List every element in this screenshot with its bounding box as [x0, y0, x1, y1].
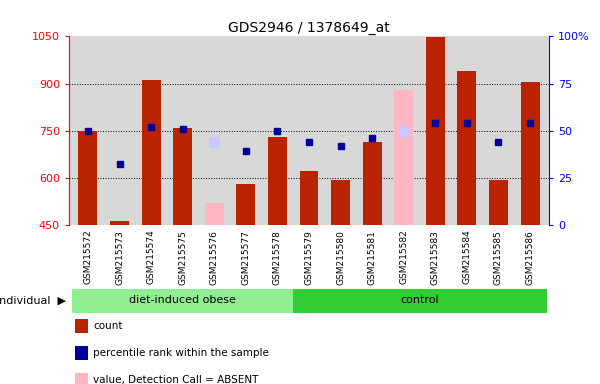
Bar [489, 180, 508, 225]
Bar [426, 37, 445, 225]
Text: GSM215572: GSM215572 [83, 230, 92, 285]
Bar [205, 203, 224, 225]
Text: count: count [93, 321, 122, 331]
Text: GSM215574: GSM215574 [146, 230, 155, 285]
Bar [331, 180, 350, 225]
Bar [521, 82, 539, 225]
Text: percentile rank within the sample: percentile rank within the sample [93, 348, 269, 358]
Text: GSM215578: GSM215578 [273, 230, 282, 285]
Text: GSM215575: GSM215575 [178, 230, 187, 285]
Bar [362, 142, 382, 225]
Bar [236, 184, 256, 225]
Text: GSM215579: GSM215579 [305, 230, 314, 285]
Text: GSM215580: GSM215580 [336, 230, 345, 285]
Bar [110, 220, 129, 225]
Bar [79, 131, 97, 225]
Title: GDS2946 / 1378649_at: GDS2946 / 1378649_at [228, 22, 390, 35]
Text: GSM215582: GSM215582 [399, 230, 408, 285]
Text: GSM215585: GSM215585 [494, 230, 503, 285]
Bar [142, 80, 161, 225]
Bar [268, 137, 287, 225]
Bar [293, 289, 546, 312]
Bar [457, 71, 476, 225]
Bar [173, 128, 192, 225]
Text: GSM215576: GSM215576 [210, 230, 219, 285]
Text: value, Detection Call = ABSENT: value, Detection Call = ABSENT [93, 375, 259, 384]
Text: GSM215584: GSM215584 [463, 230, 472, 285]
Text: diet-induced obese: diet-induced obese [129, 295, 236, 305]
Text: GSM215573: GSM215573 [115, 230, 124, 285]
Text: GSM215577: GSM215577 [241, 230, 250, 285]
Text: GSM215581: GSM215581 [368, 230, 377, 285]
Text: control: control [400, 295, 439, 305]
Bar [299, 171, 319, 225]
Bar [394, 90, 413, 225]
Text: individual  ▶: individual ▶ [0, 295, 66, 306]
Bar [72, 289, 293, 312]
Text: GSM215586: GSM215586 [526, 230, 535, 285]
Text: GSM215583: GSM215583 [431, 230, 440, 285]
